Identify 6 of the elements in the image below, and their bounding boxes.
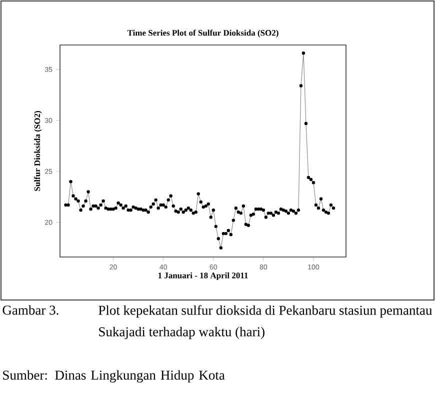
text: Sumber: Dinas Lingkungan Hidup Kota	[3, 370, 225, 382]
y-axis-title: Sulfur Dioksida (SO2)	[34, 110, 42, 191]
x-axis-title: 1 Januari - 18 April 2011	[158, 272, 248, 280]
text: Gambar 3.	[2, 305, 58, 315]
text: Plot kepekatan sulfur dioksida di Pekanbaru stasiun pemantau Sukajadi terhadap waktu (hari)	[98, 305, 432, 340]
chart-title: Time Series Plot of Sulfur Dioksida (SO2)	[127, 30, 278, 38]
